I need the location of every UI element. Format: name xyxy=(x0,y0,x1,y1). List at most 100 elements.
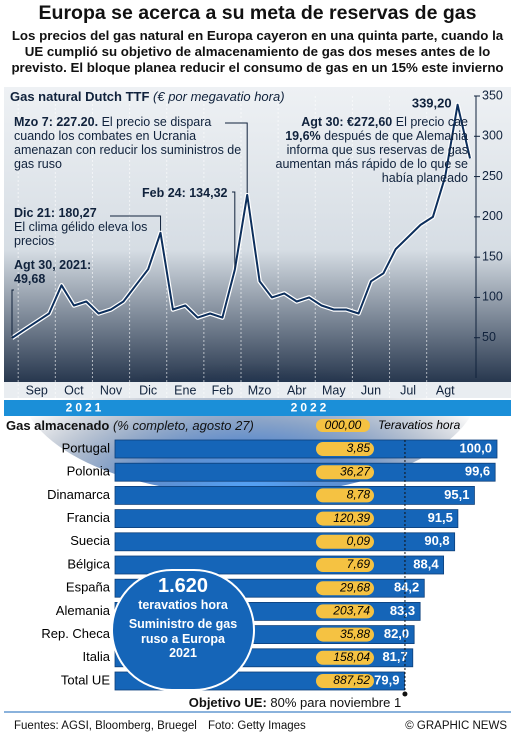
annotation-text: después de que Alemania informa que sus … xyxy=(275,129,469,185)
twh-pill xyxy=(316,511,374,526)
x-tick-label: Jul xyxy=(400,383,416,397)
sources: Fuentes: AGSI, Bloomberg, Bruegel xyxy=(14,720,197,732)
category-label: España xyxy=(66,580,111,595)
value-label: 84,2 xyxy=(394,580,419,595)
value-label: 83,3 xyxy=(390,603,415,618)
credit: © GRAPHIC NEWS xyxy=(405,720,507,732)
twh-label: 3,85 xyxy=(347,441,371,455)
annotation: Agt 30, 2021: 49,68 xyxy=(14,258,124,286)
value-label: 99,6 xyxy=(465,464,490,479)
twh-pill xyxy=(316,627,374,642)
bar xyxy=(114,509,459,529)
twh-label: 120,39 xyxy=(333,511,370,525)
callout-value: 1.620 xyxy=(157,575,209,597)
twh-pill xyxy=(316,558,374,572)
year-label: 2022 xyxy=(291,401,330,415)
legend-label: Teravatios hora xyxy=(378,418,461,432)
twh-pill xyxy=(316,674,374,688)
legend-sample: 000,00 xyxy=(325,418,362,432)
x-tick-label: Jun xyxy=(361,383,381,397)
value-label: 100,0 xyxy=(459,440,492,455)
category-label: Suecia xyxy=(70,533,111,548)
annotation-title: Feb 24: 134,32 xyxy=(142,186,228,200)
twh-pill xyxy=(316,465,374,480)
x-tick-label: Sep xyxy=(26,383,48,397)
callout-text: Suministro de gas ruso a Europa 2021 xyxy=(128,617,238,660)
value-label: 79,9 xyxy=(374,672,399,687)
annotation-highlight: 19,6% xyxy=(285,129,321,143)
twh-pill xyxy=(316,488,374,503)
twh-label: 0,09 xyxy=(347,534,371,548)
line-chart-subtitle: (€ por megavatio hora) xyxy=(153,89,285,104)
category-label: Rep. Checa xyxy=(41,626,110,641)
twh-label: 203,74 xyxy=(332,604,370,618)
category-label: Italia xyxy=(83,649,111,664)
y-tick-label: 150 xyxy=(482,249,503,263)
twh-pill xyxy=(316,604,374,619)
month-strip xyxy=(4,382,511,398)
bar xyxy=(114,439,498,459)
x-tick-label: Mzo xyxy=(248,383,272,397)
twh-label: 7,69 xyxy=(347,557,371,571)
annotation-text: El clima gélido eleva los precios xyxy=(14,220,148,248)
twh-pill xyxy=(316,581,374,596)
x-tick-label: Feb xyxy=(212,383,234,397)
leader-line xyxy=(11,289,14,338)
subtitle: Los precios del gas natural en Europa ca… xyxy=(11,28,504,75)
category-label: Francia xyxy=(67,510,111,525)
annotation: Mzo 7: 227.20. El precio se dispara cuan… xyxy=(14,115,249,171)
category-label: Portugal xyxy=(62,440,111,455)
callout-box xyxy=(111,569,255,691)
photo-credit: Foto: Getty Images xyxy=(208,720,306,732)
annotation-title: Dic 21: 180,27 xyxy=(14,206,97,220)
leader-line xyxy=(232,191,236,268)
target-caption: Objetivo UE: 80% para noviembre 1 xyxy=(165,695,425,710)
annotation-text: El precio cae xyxy=(395,115,468,129)
year-label: 2021 xyxy=(66,401,105,415)
value-label: 95,1 xyxy=(444,487,469,502)
category-label: Alemania xyxy=(56,603,111,618)
x-tick-label: Abr xyxy=(287,383,306,397)
target-text: 80% para noviembre 1 xyxy=(270,695,402,710)
twh-label: 158,04 xyxy=(333,650,370,664)
x-tick-label: Agt xyxy=(436,383,455,397)
leader-line xyxy=(225,122,248,193)
value-label: 88,4 xyxy=(413,556,439,571)
category-label: Bélgica xyxy=(67,556,110,571)
callout: 1.620 teravatios hora Suministro de gas ru… xyxy=(118,574,248,661)
category-label: Total UE xyxy=(61,672,110,687)
bar xyxy=(114,462,496,482)
twh-label: 887,52 xyxy=(333,673,370,687)
y-tick-label: 100 xyxy=(482,290,503,304)
annotation: Feb 24: 134,32 xyxy=(142,186,252,200)
y-tick-label: 50 xyxy=(482,330,496,344)
x-tick-label: Ene xyxy=(174,383,196,397)
category-label: Polonia xyxy=(67,464,111,479)
twh-label: 35,88 xyxy=(340,627,370,641)
callout-unit: teravatios hora xyxy=(138,598,228,612)
bar xyxy=(114,532,456,552)
twh-label: 36,27 xyxy=(340,464,371,478)
annotation-text: El precio se dispara cuando los combates… xyxy=(14,115,242,171)
target-title: Objetivo UE: xyxy=(188,695,267,710)
value-label: 82,0 xyxy=(384,626,409,641)
line xyxy=(11,103,471,339)
leader-line xyxy=(467,152,471,156)
line-chart-heading: Gas natural Dutch TTF (€ por megavatio h… xyxy=(10,89,285,104)
annotation-title: Mzo 7: 227.20. xyxy=(14,115,99,129)
y-tick-label: 350 xyxy=(482,88,503,102)
annotation-title: Agt 30, 2021: xyxy=(14,258,92,272)
twh-pill xyxy=(316,534,374,549)
bar-chart-title: Gas almacenado xyxy=(6,418,110,433)
twh-pill xyxy=(316,650,374,665)
x-tick-label: Nov xyxy=(100,383,123,397)
bar-chart-subtitle: (% completo, agosto 27) xyxy=(112,418,254,433)
twh-label: 8,78 xyxy=(347,488,371,502)
value-label: 81,7 xyxy=(382,649,407,664)
y-tick-label: 200 xyxy=(482,209,503,223)
bar-chart-heading: Gas almacenado (% completo, agosto 27) xyxy=(6,418,254,433)
legend-swatch xyxy=(316,419,370,432)
annotation: Agt 30: €272,60 El precio cae 19,6% desp… xyxy=(268,115,469,185)
